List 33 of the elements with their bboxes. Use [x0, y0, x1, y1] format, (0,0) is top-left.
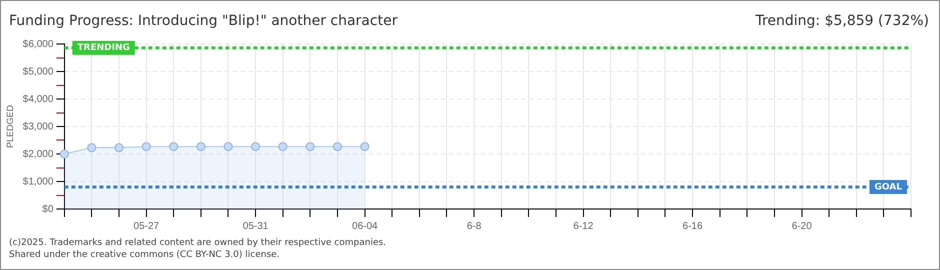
- text: Trending: $5,859 (732%): [755, 13, 929, 29]
- y-tick-label: $6,000: [22, 38, 54, 50]
- point: [114, 143, 124, 152]
- chart-title: Funding Progress: Introducing "Blip!" another character: [9, 13, 398, 29]
- x-tick-label: 6-20: [792, 220, 812, 232]
- x-tick-label: 05-31: [242, 220, 269, 232]
- x-tick-label: 6-16: [682, 220, 703, 232]
- point: [251, 142, 260, 152]
- point: [169, 142, 178, 152]
- point: [306, 142, 315, 152]
- y-tick-label: $2,000: [22, 148, 54, 160]
- text: Shared under the creative commons (CC BY-NC 3.0) license.: [9, 249, 281, 261]
- y-tick-label: $5,000: [22, 66, 54, 78]
- x-tick-label: 6-12: [573, 220, 594, 232]
- y-tick-label: $4,000: [22, 94, 54, 105]
- point: [60, 150, 69, 158]
- x-tick-label: 6-8: [466, 220, 482, 232]
- point: [87, 143, 96, 152]
- point: [224, 142, 233, 152]
- y-tick-label: $1,000: [22, 176, 54, 188]
- point: [196, 142, 206, 152]
- y-axis-title: PLEDGED: [4, 104, 15, 148]
- point: [278, 142, 288, 152]
- y-tick-label: $3,000: [22, 121, 54, 132]
- x-tick-label: 05-27: [134, 220, 160, 232]
- point: [142, 142, 151, 152]
- text: (c)2025. Trademarks and related content are owned by their respective companies.: [9, 237, 386, 249]
- point: [360, 142, 370, 152]
- point: [332, 142, 342, 152]
- ref-line-label: GOAL: [874, 182, 902, 192]
- x-tick-label: 06-04: [352, 220, 378, 232]
- y-tick-label: $0: [42, 204, 54, 215]
- ref-line-label: TRENDING: [77, 43, 130, 54]
